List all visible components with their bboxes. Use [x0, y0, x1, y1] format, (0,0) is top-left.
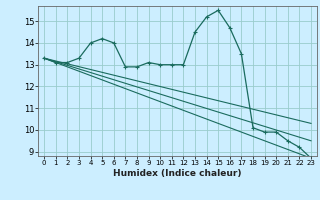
X-axis label: Humidex (Indice chaleur): Humidex (Indice chaleur) [113, 169, 242, 178]
